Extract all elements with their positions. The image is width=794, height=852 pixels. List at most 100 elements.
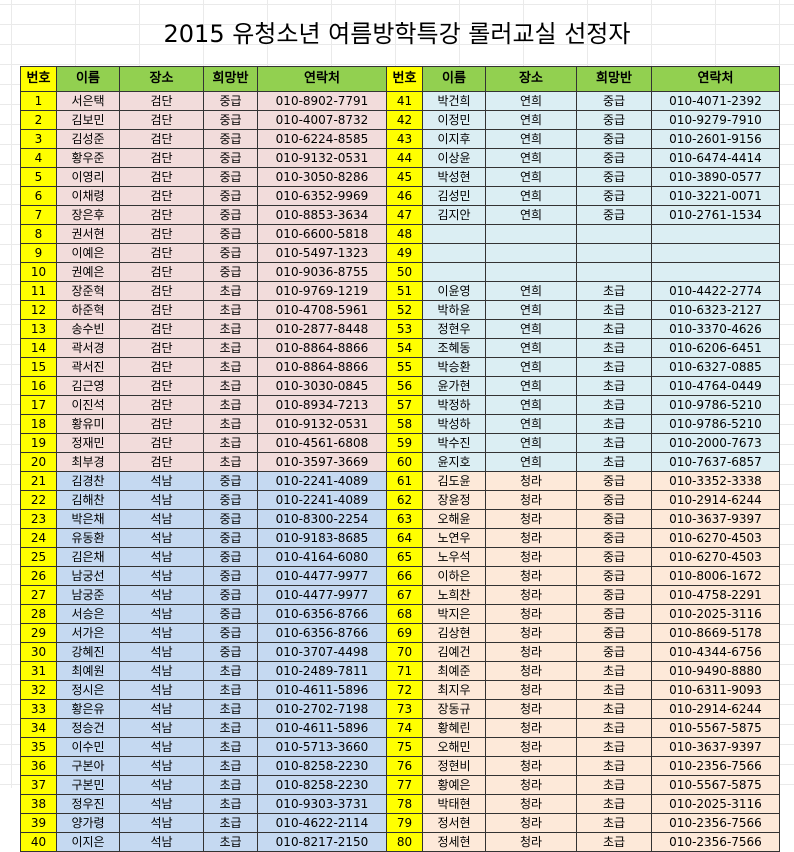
header-level[interactable]: 희망반 [203,66,258,92]
cell-location[interactable]: 검단 [119,243,204,263]
cell-number[interactable]: 31 [20,661,57,681]
cell-contact[interactable]: 010-4758-2291 [651,585,780,605]
cell-location[interactable]: 검단 [119,110,204,130]
cell-number[interactable]: 43 [386,129,423,149]
cell-number[interactable]: 16 [20,376,57,396]
cell-contact[interactable]: 010-6206-6451 [651,338,780,358]
cell-level[interactable]: 초급 [203,281,258,301]
cell-location[interactable]: 검단 [119,338,204,358]
header-name[interactable]: 이름 [422,66,486,92]
cell-number[interactable]: 2 [20,110,57,130]
cell-name[interactable]: 이채령 [56,186,120,206]
cell-location[interactable] [485,243,577,263]
cell-contact[interactable]: 010-3707-4498 [257,642,387,662]
cell-contact[interactable]: 010-2702-7198 [257,699,387,719]
cell-location[interactable]: 청라 [485,756,577,776]
cell-location[interactable]: 연희 [485,433,577,453]
cell-location[interactable]: 청라 [485,528,577,548]
cell-location[interactable]: 석남 [119,832,204,852]
cell-contact[interactable] [651,243,780,263]
cell-contact[interactable]: 010-2489-7811 [257,661,387,681]
cell-name[interactable]: 정우진 [56,794,120,814]
header-name[interactable]: 이름 [56,66,120,92]
cell-location[interactable]: 연희 [485,91,577,111]
cell-number[interactable]: 58 [386,414,423,434]
cell-level[interactable]: 초급 [576,376,652,396]
cell-level[interactable]: 초급 [203,832,258,852]
cell-level[interactable]: 초급 [576,452,652,472]
cell-contact[interactable]: 010-8934-7213 [257,395,387,415]
cell-number[interactable]: 48 [386,224,423,244]
cell-location[interactable]: 검단 [119,167,204,187]
cell-location[interactable]: 청라 [485,566,577,586]
cell-name[interactable]: 곽서경 [56,338,120,358]
cell-location[interactable]: 청라 [485,680,577,700]
cell-number[interactable]: 71 [386,661,423,681]
cell-location[interactable]: 청라 [485,604,577,624]
cell-level[interactable]: 중급 [203,91,258,111]
cell-contact[interactable]: 010-2356-7566 [651,813,780,833]
cell-location[interactable]: 석남 [119,756,204,776]
cell-level[interactable]: 초급 [576,680,652,700]
cell-name[interactable]: 김상현 [422,623,486,643]
cell-contact[interactable]: 010-3050-8286 [257,167,387,187]
cell-level[interactable]: 중급 [576,129,652,149]
cell-location[interactable]: 검단 [119,224,204,244]
cell-number[interactable]: 17 [20,395,57,415]
cell-contact[interactable]: 010-6356-8766 [257,604,387,624]
cell-contact[interactable]: 010-8300-2254 [257,509,387,529]
cell-level[interactable]: 초급 [203,813,258,833]
cell-level[interactable]: 중급 [576,205,652,225]
cell-location[interactable]: 석남 [119,566,204,586]
cell-number[interactable]: 3 [20,129,57,149]
cell-location[interactable]: 청라 [485,585,577,605]
cell-level[interactable]: 중급 [203,642,258,662]
cell-name[interactable]: 윤지호 [422,452,486,472]
cell-level[interactable]: 중급 [203,129,258,149]
cell-location[interactable]: 석남 [119,813,204,833]
cell-name[interactable]: 이정민 [422,110,486,130]
cell-contact[interactable]: 010-2601-9156 [651,129,780,149]
cell-name[interactable]: 이윤영 [422,281,486,301]
cell-location[interactable]: 검단 [119,186,204,206]
cell-location[interactable]: 청라 [485,547,577,567]
cell-name[interactable]: 오해민 [422,737,486,757]
cell-level[interactable]: 초급 [203,319,258,339]
cell-level[interactable]: 중급 [576,623,652,643]
cell-number[interactable]: 59 [386,433,423,453]
cell-number[interactable]: 36 [20,756,57,776]
header-contact[interactable]: 연락처 [257,66,387,92]
cell-number[interactable]: 33 [20,699,57,719]
cell-number[interactable]: 65 [386,547,423,567]
cell-level[interactable]: 중급 [203,224,258,244]
cell-level[interactable]: 중급 [576,509,652,529]
cell-contact[interactable]: 010-3352-3338 [651,471,780,491]
cell-contact[interactable]: 010-4477-9977 [257,566,387,586]
cell-level[interactable]: 중급 [203,585,258,605]
cell-contact[interactable]: 010-2877-8448 [257,319,387,339]
cell-contact[interactable]: 010-6323-2127 [651,300,780,320]
cell-name[interactable]: 박지은 [422,604,486,624]
cell-name[interactable]: 이지은 [56,832,120,852]
cell-number[interactable]: 55 [386,357,423,377]
cell-number[interactable]: 61 [386,471,423,491]
cell-contact[interactable]: 010-4344-6756 [651,642,780,662]
cell-location[interactable]: 석남 [119,509,204,529]
cell-location[interactable]: 석남 [119,775,204,795]
cell-contact[interactable]: 010-9490-8880 [651,661,780,681]
cell-level[interactable]: 초급 [203,414,258,434]
cell-name[interactable]: 김예건 [422,642,486,662]
cell-contact[interactable]: 010-9303-3731 [257,794,387,814]
cell-location[interactable]: 검단 [119,91,204,111]
cell-contact[interactable]: 010-3637-9397 [651,737,780,757]
cell-level[interactable]: 중급 [203,167,258,187]
cell-level[interactable]: 중급 [203,490,258,510]
cell-level[interactable]: 초급 [203,794,258,814]
cell-level[interactable] [576,224,652,244]
cell-contact[interactable]: 010-9132-0531 [257,148,387,168]
cell-contact[interactable]: 010-4164-6080 [257,547,387,567]
cell-number[interactable]: 42 [386,110,423,130]
cell-number[interactable]: 52 [386,300,423,320]
cell-level[interactable]: 중급 [576,585,652,605]
cell-contact[interactable]: 010-8864-8866 [257,357,387,377]
